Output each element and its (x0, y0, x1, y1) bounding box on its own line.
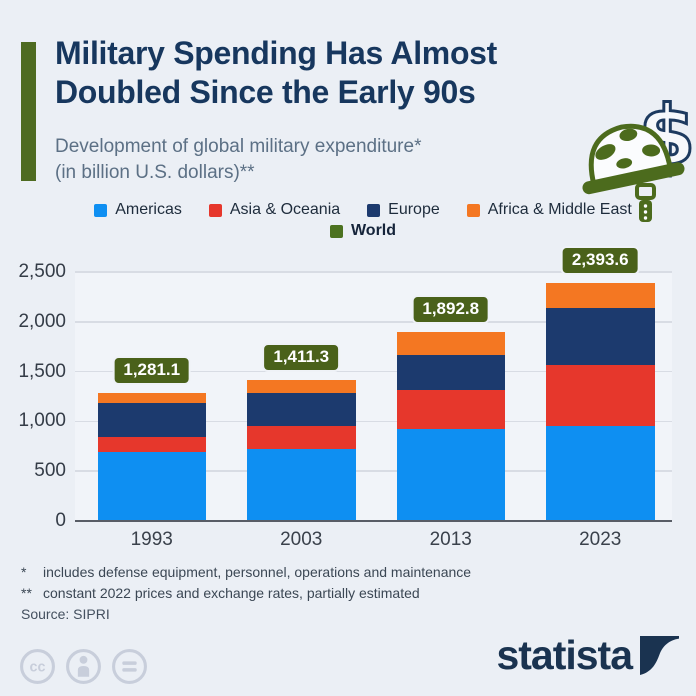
statista-wordmark: statista (496, 632, 633, 678)
bar-segment-1993-americas (97, 452, 206, 521)
y-axis-label-2000: 2,000 (18, 310, 66, 332)
legend-swatch (94, 203, 108, 217)
footnote-2: ** constant 2022 prices and exchange rat… (21, 583, 471, 604)
bar-segment-2013-africa-middle-east (396, 332, 505, 356)
bar-segment-1993-asia-oceania (97, 436, 206, 453)
bar-segment-2013-asia-oceania (396, 389, 505, 430)
legend-label: Americas (115, 201, 182, 218)
bar-segment-1993-europe (97, 402, 206, 437)
cc-icon: cc (20, 649, 55, 684)
helmet-buckle (635, 183, 656, 200)
title-line-2: Doubled Since the Early 90s (55, 74, 476, 110)
x-axis-label-2013: 2013 (429, 529, 472, 550)
gridline-1000 (75, 420, 672, 423)
svg-text:cc: cc (30, 660, 46, 676)
subtitle-line-2: (in billion U.S. dollars)** (55, 162, 255, 183)
legend-item-world: World (329, 222, 397, 240)
dollar-helmet-icon: $ (582, 88, 692, 222)
total-badge-1993: 1,281.1 (112, 356, 192, 386)
y-axis-label-0: 0 (55, 510, 66, 531)
gridline-1500 (75, 370, 672, 373)
x-axis-line (75, 520, 672, 522)
y-axis-label-1500: 1,500 (18, 360, 66, 382)
footnote-2-text: constant 2022 prices and exchange rates,… (43, 585, 420, 601)
legend-label: Africa & Middle East (487, 201, 632, 218)
total-badge-2023: 2,393.6 (560, 245, 640, 275)
legend-swatch (329, 224, 343, 238)
bar-segment-2013-europe (396, 355, 505, 390)
attribution-person-icon (66, 649, 101, 684)
bar-segment-2023-europe (546, 307, 655, 365)
footnote-1-mark: * (21, 564, 27, 580)
legend-row-regions: Americas Asia & Oceania Europe Africa & Mid… (94, 201, 632, 219)
bar-segment-2003-americas (247, 449, 356, 521)
statista-swoosh-icon (640, 635, 679, 675)
gridline-2000 (75, 321, 672, 323)
legend-item-africa-middle-east: Africa & Middle East (466, 201, 632, 219)
x-axis-label-1993: 1993 (130, 529, 173, 550)
legend-swatch (367, 203, 381, 217)
cc-license-icons: cc (19, 648, 148, 685)
legend-label: Europe (388, 201, 440, 218)
bar-segment-1993-africa-middle-east (97, 393, 206, 403)
equal-sign-icon (112, 649, 147, 684)
statista-logo: statista (496, 632, 679, 678)
total-badge-2013: 1,892.8 (411, 295, 491, 325)
source-line: Source: SIPRI (21, 606, 110, 622)
legend-item-asia-oceania: Asia & Oceania (208, 201, 341, 219)
bar-segment-2003-africa-middle-east (247, 380, 356, 394)
total-badge-2003: 1,411.3 (262, 343, 341, 373)
page-subtitle: Development of global military expenditu… (55, 134, 575, 186)
legend-swatch (466, 203, 480, 217)
y-axis-label-500: 500 (34, 460, 66, 482)
title-line-1: Military Spending Has Almost (55, 35, 498, 71)
page-title: Military Spending Has Almost Doubled Sin… (55, 34, 625, 112)
footnote-1: * includes defense equipment, personnel,… (21, 562, 471, 583)
subtitle-line-1: Development of global military expenditu… (55, 136, 422, 157)
legend-item-europe: Europe (367, 201, 440, 219)
x-axis-label-2023: 2023 (579, 529, 622, 550)
y-axis-label-2500: 2,500 (18, 261, 66, 282)
legend-row-world: World (329, 222, 397, 240)
footnote-2-mark: ** (21, 585, 32, 601)
legend-label: World (350, 222, 397, 239)
legend: Americas Asia & Oceania Europe Africa & Mid… (60, 201, 666, 240)
legend-item-americas: Americas (94, 201, 182, 219)
gridline-2500 (75, 271, 672, 273)
gridline-500 (75, 470, 672, 472)
bar-segment-2003-europe (247, 393, 356, 426)
bar-segment-2013-americas (396, 429, 505, 521)
bar-segment-2023-americas (546, 425, 655, 521)
legend-swatch (208, 203, 222, 217)
helmet-icon (582, 123, 685, 195)
plot-area: 0 500 1,000 1,500 2,000 2,500 1,281.1 1993 1,411… (18, 245, 672, 550)
bar-segment-2023-asia-oceania (546, 364, 655, 426)
x-axis-label-2003: 2003 (280, 529, 323, 550)
footnote-1-text: includes defense equipment, personnel, o… (43, 564, 472, 580)
y-axis-label-1000: 1,000 (18, 410, 66, 432)
bar-segment-2023-africa-middle-east (546, 282, 655, 308)
legend-label: Asia & Oceania (229, 201, 341, 218)
title-accent-bar (21, 42, 36, 181)
footnotes: * includes defense equipment, personnel,… (21, 562, 471, 604)
bar-segment-2003-asia-oceania (247, 425, 356, 450)
